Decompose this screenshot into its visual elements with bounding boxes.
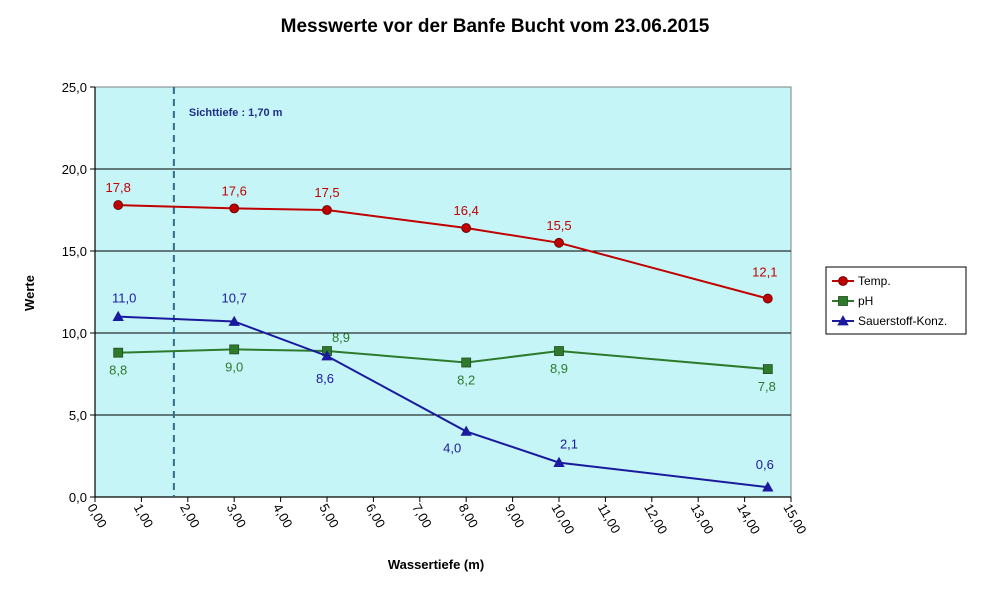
data-point-ph — [113, 347, 124, 358]
chart-title: Messwerte vor der Banfe Bucht vom 23.06.… — [280, 16, 710, 37]
data-point-temp — [113, 200, 124, 210]
x-tick-label: 2,00 — [177, 501, 203, 530]
x-tick-label: 5,00 — [316, 501, 342, 530]
plot-background — [94, 86, 792, 498]
x-tick-label: 4,00 — [270, 501, 296, 530]
x-tick-label: 11,00 — [595, 501, 624, 536]
data-label-sauerstoff: 4,0 — [443, 440, 461, 455]
data-label-temp: 17,5 — [314, 185, 339, 200]
x-tick-label: 7,00 — [409, 501, 435, 530]
x-tick-label: 15,00 — [780, 501, 809, 537]
plot-area: 0,0 5,0 10,0 15,0 20,0 25,0 0,00 1,00 2,00 3,00 4,… — [62, 80, 810, 537]
data-point-temp — [762, 293, 773, 304]
data-label-temp: 17,6 — [222, 183, 247, 198]
x-tick-label: 8,00 — [456, 501, 482, 530]
data-point-sauerstoff — [762, 481, 774, 492]
legend-label-sauerstoff: Sauerstoff-Konz. — [858, 314, 947, 328]
data-label-ph: 8,8 — [109, 363, 127, 378]
data-label-temp: 17,8 — [106, 180, 131, 195]
y-tick-label: 5,0 — [69, 408, 87, 423]
x-tick-label: 6,00 — [363, 501, 389, 530]
data-point-ph — [762, 364, 773, 374]
series-line-sauerstoff — [118, 315, 768, 489]
data-point-ph — [229, 344, 240, 355]
data-label-ph: 7,8 — [758, 379, 776, 394]
data-label-ph: 8,2 — [457, 373, 475, 388]
x-tick-label: 14,00 — [734, 501, 763, 537]
y-axis-label: Werte — [22, 275, 37, 311]
data-label-temp: 12,1 — [752, 265, 777, 280]
data-point-temp — [461, 223, 472, 233]
legend-marker-temp — [838, 276, 848, 286]
data-label-sauerstoff: 2,1 — [560, 437, 578, 452]
legend-label-ph: pH — [858, 294, 873, 308]
x-tick-label: 0,00 — [84, 501, 110, 530]
legend: Temp. pH Sauerstoff-Konz. — [825, 266, 967, 335]
data-point-sauerstoff — [112, 310, 124, 322]
x-tick-label: 9,00 — [502, 501, 528, 530]
data-point-sauerstoff — [228, 315, 240, 326]
x-tick-label: 10,00 — [548, 501, 577, 537]
y-tick-label: 0,0 — [69, 490, 87, 505]
x-tick-label: 12,00 — [641, 501, 670, 537]
x-axis-label: Wassertiefe (m) — [388, 557, 484, 572]
data-label-sauerstoff: 10,7 — [222, 291, 247, 306]
sichttiefe-label: Sichttiefe : 1,70 m — [189, 107, 283, 119]
data-point-sauerstoff — [321, 350, 333, 361]
legend-marker-ph — [838, 296, 848, 306]
data-point-temp — [322, 205, 332, 215]
data-label-ph: 9,0 — [225, 359, 243, 374]
y-tick-label: 10,0 — [62, 326, 87, 341]
legend-label-temp: Temp. — [858, 274, 891, 288]
data-label-sauerstoff: 8,6 — [316, 371, 334, 386]
x-tick-label: 1,00 — [131, 501, 157, 530]
data-label-sauerstoff: 0,6 — [756, 457, 774, 472]
data-label-temp: 15,5 — [546, 218, 571, 233]
series-line-ph — [118, 348, 768, 371]
data-point-temp — [229, 203, 240, 214]
y-tick-label: 20,0 — [62, 162, 87, 177]
x-tick-label: 3,00 — [224, 501, 250, 530]
data-point-temp — [554, 237, 564, 248]
data-label-sauerstoff: 11,0 — [112, 291, 136, 306]
data-point-ph — [554, 346, 564, 356]
data-point-sauerstoff — [553, 456, 565, 467]
y-tick-label: 15,0 — [62, 244, 87, 259]
data-point-sauerstoff — [460, 425, 472, 436]
legend-marker-sauerstoff — [837, 315, 849, 326]
data-label-ph: 8,9 — [332, 330, 350, 345]
series-line-temp — [118, 204, 769, 300]
data-label-ph: 8,9 — [550, 361, 568, 376]
data-label-temp: 16,4 — [454, 203, 479, 218]
x-tick-label: 13,00 — [688, 501, 717, 537]
data-point-ph — [461, 357, 472, 368]
y-tick-label: 25,0 — [62, 80, 87, 95]
